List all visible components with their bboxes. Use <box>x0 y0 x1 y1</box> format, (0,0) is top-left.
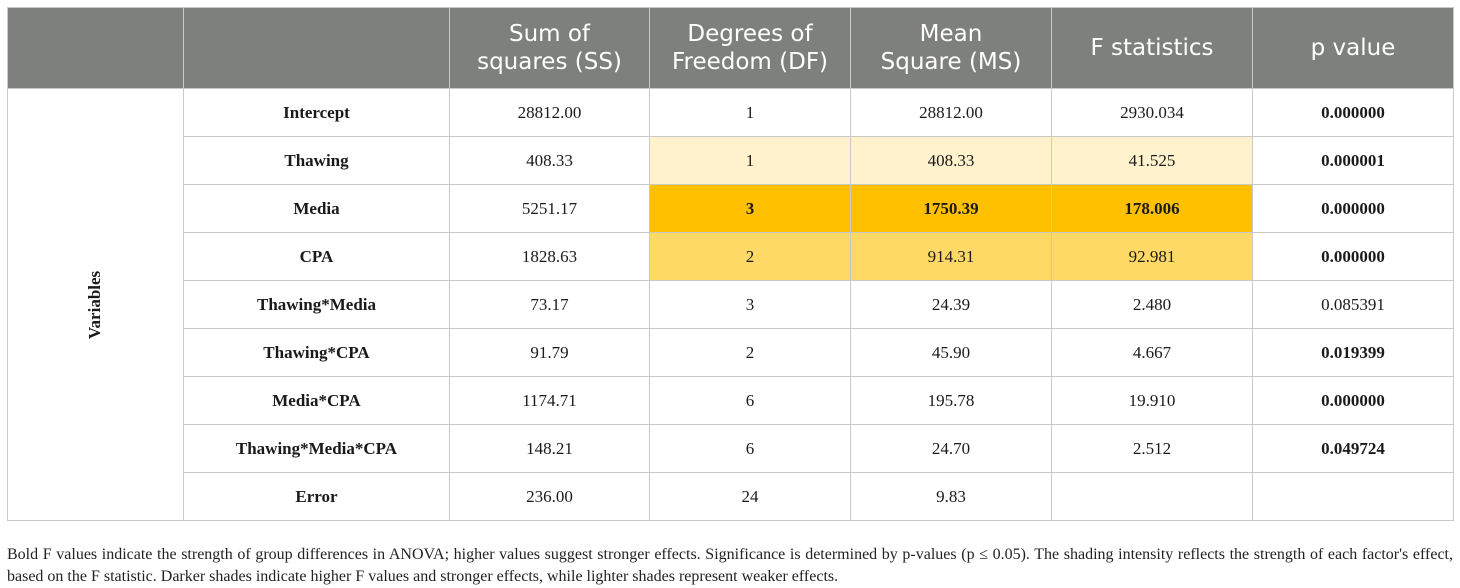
table-row: Error 236.00 24 9.83 <box>8 472 1454 521</box>
p-cell: 0.000001 <box>1252 136 1454 185</box>
ss-cell: 91.79 <box>449 328 650 377</box>
f-cell: 92.981 <box>1051 232 1253 281</box>
df-cell: 3 <box>649 280 851 329</box>
table-row: Thawing*Media 73.17 3 24.39 2.480 0.0853… <box>8 280 1454 329</box>
table-row: Thawing*Media*CPA 148.21 6 24.70 2.512 0… <box>8 424 1454 473</box>
ms-cell: 1750.39 <box>850 184 1052 233</box>
df-cell: 1 <box>649 88 851 137</box>
row-label: Media <box>183 184 450 233</box>
p-cell: 0.049724 <box>1252 424 1454 473</box>
header-ms: Mean Square (MS) <box>850 7 1052 89</box>
table-caption: Bold F values indicate the strength of g… <box>7 546 1453 585</box>
ss-cell: 1828.63 <box>449 232 650 281</box>
f-cell: 2.512 <box>1051 424 1253 473</box>
f-cell: 4.667 <box>1051 328 1253 377</box>
ms-cell: 45.90 <box>850 328 1052 377</box>
p-cell: 0.000000 <box>1252 88 1454 137</box>
table-row: Variables Intercept 28812.00 1 28812.00 … <box>7 88 1454 521</box>
df-cell: 6 <box>649 424 851 473</box>
row-label: Media*CPA <box>183 376 450 425</box>
table-row: Media 5251.17 3 1750.39 178.006 0.000000 <box>8 184 1454 233</box>
p-cell: 0.000000 <box>1252 232 1454 281</box>
p-cell <box>1252 472 1454 521</box>
df-cell: 1 <box>649 136 851 185</box>
ms-cell: 9.83 <box>850 472 1052 521</box>
row-label: CPA <box>183 232 450 281</box>
ms-cell: 24.70 <box>850 424 1052 473</box>
table-row: Thawing 408.33 1 408.33 41.525 0.000001 <box>8 136 1454 185</box>
header-ss-line2: squares (SS) <box>477 49 622 75</box>
df-cell: 3 <box>649 184 851 233</box>
header-corner-blank <box>7 7 184 89</box>
row-label: Thawing <box>183 136 450 185</box>
ms-cell: 408.33 <box>850 136 1052 185</box>
header-ss: Sum of squares (SS) <box>449 7 650 89</box>
df-cell: 2 <box>649 328 851 377</box>
ss-cell: 236.00 <box>449 472 650 521</box>
row-label: Intercept <box>183 88 450 137</box>
ss-cell: 408.33 <box>449 136 650 185</box>
p-cell: 0.000000 <box>1252 184 1454 233</box>
group-label-cell: Variables <box>7 88 184 521</box>
header-row: Sum of squares (SS) Degrees of Freedom (… <box>7 7 1454 89</box>
p-cell: 0.019399 <box>1252 328 1454 377</box>
p-cell: 0.000000 <box>1252 376 1454 425</box>
ss-cell: 148.21 <box>449 424 650 473</box>
row-label: Thawing*Media*CPA <box>183 424 450 473</box>
ss-cell: 5251.17 <box>449 184 650 233</box>
ss-cell: 1174.71 <box>449 376 650 425</box>
ss-cell: 28812.00 <box>449 88 650 137</box>
f-cell: 41.525 <box>1051 136 1253 185</box>
ms-cell: 28812.00 <box>850 88 1052 137</box>
f-cell: 2.480 <box>1051 280 1253 329</box>
f-cell: 178.006 <box>1051 184 1253 233</box>
header-label-blank <box>183 7 450 89</box>
df-cell: 24 <box>649 472 851 521</box>
f-cell: 2930.034 <box>1051 88 1253 137</box>
ms-cell: 914.31 <box>850 232 1052 281</box>
header-ms-line1: Mean <box>919 21 983 47</box>
table-row: Thawing*CPA 91.79 2 45.90 4.667 0.019399 <box>8 328 1454 377</box>
df-cell: 6 <box>649 376 851 425</box>
header-f: F statistics <box>1051 7 1253 89</box>
header-ms-line2: Square (MS) <box>880 49 1022 75</box>
f-cell <box>1051 472 1253 521</box>
header-p: p value <box>1252 7 1454 89</box>
row-label: Thawing*CPA <box>183 328 450 377</box>
header-df: Degrees of Freedom (DF) <box>649 7 851 89</box>
row-label: Thawing*Media <box>183 280 450 329</box>
header-ss-line1: Sum of <box>508 21 591 47</box>
ss-cell: 73.17 <box>449 280 650 329</box>
df-cell: 2 <box>649 232 851 281</box>
table-row: Media*CPA 1174.71 6 195.78 19.910 0.0000… <box>8 376 1454 425</box>
anova-table: Sum of squares (SS) Degrees of Freedom (… <box>7 7 1454 521</box>
ms-cell: 24.39 <box>850 280 1052 329</box>
header-df-line2: Freedom (DF) <box>671 49 829 75</box>
f-cell: 19.910 <box>1051 376 1253 425</box>
p-cell: 0.085391 <box>1252 280 1454 329</box>
group-label: Variables <box>85 270 105 339</box>
row-label: Error <box>183 472 450 521</box>
ms-cell: 195.78 <box>850 376 1052 425</box>
header-df-line1: Degrees of <box>687 21 813 47</box>
table-row: CPA 1828.63 2 914.31 92.981 0.000000 <box>8 232 1454 281</box>
